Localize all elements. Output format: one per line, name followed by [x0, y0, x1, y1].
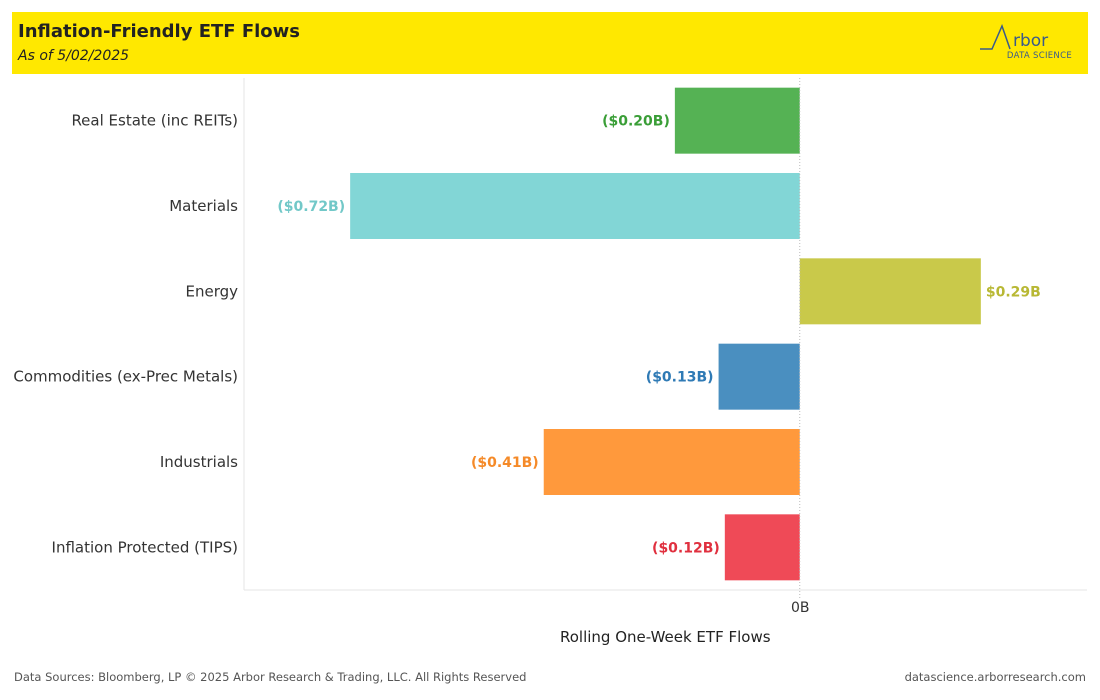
category-label: Energy	[185, 282, 238, 300]
bar	[543, 429, 800, 495]
x-axis-label: Rolling One-Week ETF Flows	[560, 628, 771, 646]
footer-url[interactable]: datascience.arborresearch.com	[904, 670, 1086, 684]
data-label: $0.29B	[986, 284, 1041, 300]
category-label: Inflation Protected (TIPS)	[52, 538, 238, 556]
data-label: ($0.20B)	[602, 114, 670, 130]
chart-subtitle: As of 5/02/2025	[18, 48, 130, 64]
footer-source: Data Sources: Bloomberg, LP © 2025 Arbor…	[14, 670, 527, 684]
category-label: Real Estate (inc REITs)	[71, 112, 238, 130]
category-label: Industrials	[160, 453, 238, 471]
bar	[718, 343, 800, 410]
bar	[674, 87, 800, 154]
arbor-logo: rbor DATA SCIENCE	[980, 24, 1072, 66]
chart-title: Inflation-Friendly ETF Flows	[18, 21, 301, 42]
bar	[350, 173, 800, 239]
category-label: Materials	[169, 197, 238, 215]
data-label: ($0.72B)	[277, 199, 345, 215]
category-label: Commodities (ex-Prec Metals)	[13, 368, 238, 386]
x-tick-label: 0B	[791, 600, 810, 616]
svg-text:rbor: rbor	[1013, 31, 1048, 51]
bar-chart: Real Estate (inc REITs) ($0.20B) Materials…	[13, 78, 1087, 598]
header-banner: Inflation-Friendly ETF Flows As of 5/02/…	[12, 12, 1088, 74]
bar	[799, 258, 981, 325]
bar	[724, 514, 800, 581]
data-label: ($0.41B)	[471, 455, 539, 471]
data-label: ($0.12B)	[652, 540, 720, 556]
data-label: ($0.13B)	[646, 370, 714, 386]
